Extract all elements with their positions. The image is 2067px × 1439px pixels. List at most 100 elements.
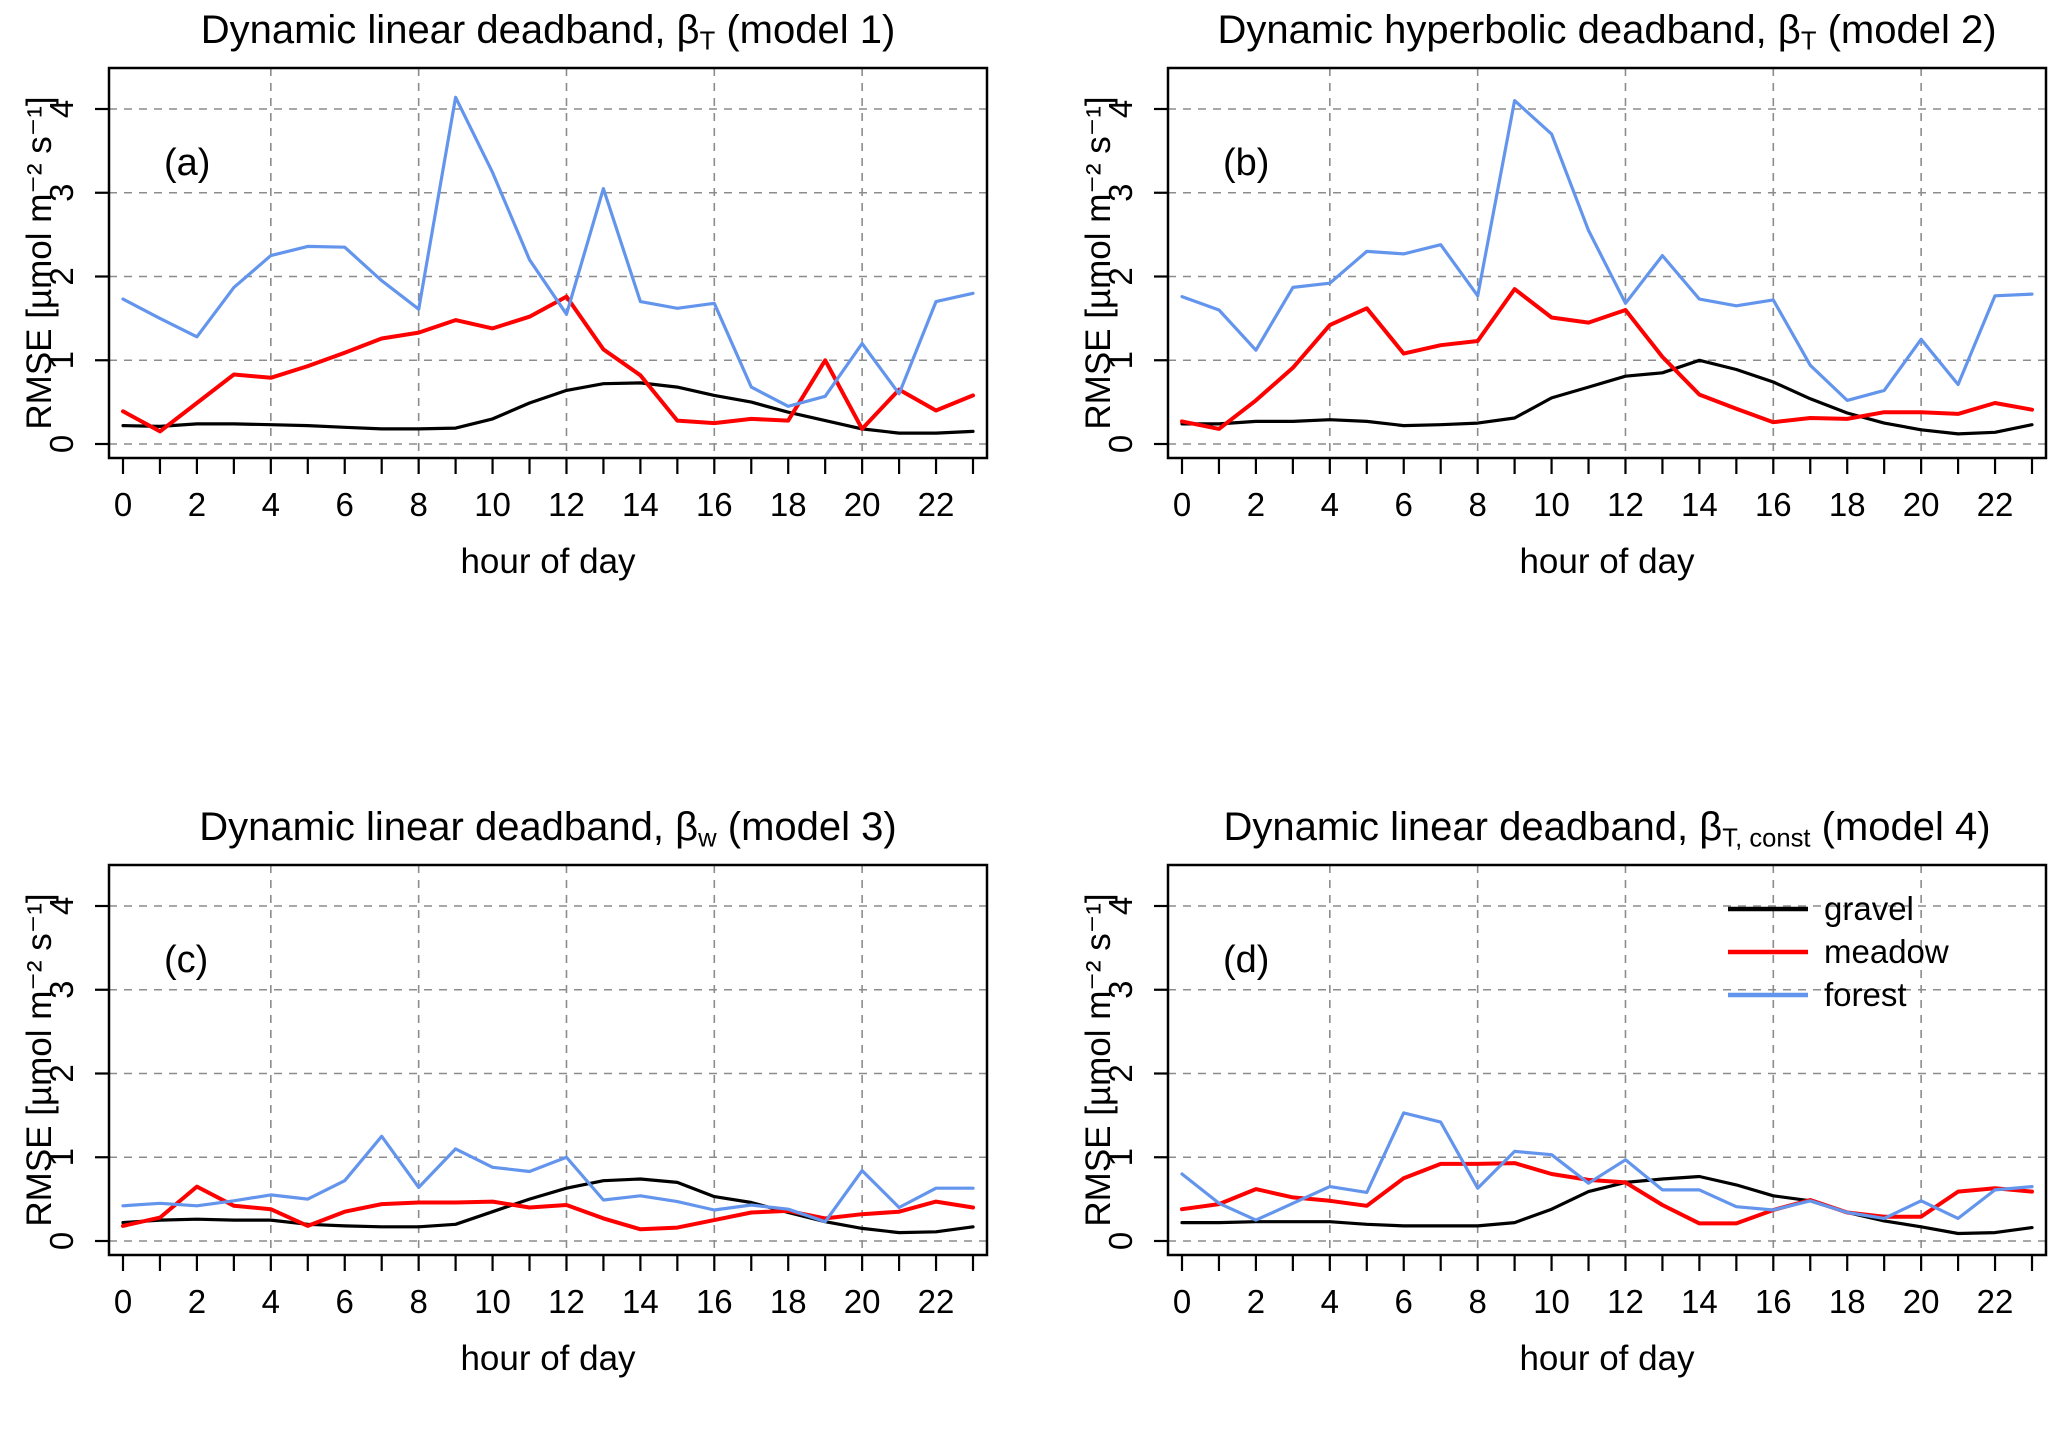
x-tick-label-8: 8 xyxy=(409,486,427,523)
x-tick-label-20: 20 xyxy=(844,486,881,523)
legend-label-forest: forest xyxy=(1824,976,1907,1013)
x-tick-label-16: 16 xyxy=(696,486,733,523)
y-tick-label-1: 1 xyxy=(1102,1148,1139,1166)
x-tick-label-22: 22 xyxy=(918,1283,955,1320)
x-tick-label-14: 14 xyxy=(622,1283,659,1320)
x-tick-label-10: 10 xyxy=(474,1283,511,1320)
legend-entry-forest: forest xyxy=(1728,976,1907,1013)
y-tick-label-3: 3 xyxy=(43,184,80,202)
y-tick-label-4: 4 xyxy=(1102,897,1139,915)
panel-d: Dynamic linear deadband, βT, const (mode… xyxy=(1033,803,2066,1380)
x-tick-label-18: 18 xyxy=(770,486,807,523)
x-tick-label-2: 2 xyxy=(188,1283,206,1320)
y-tick-label-3: 3 xyxy=(1102,184,1139,202)
x-tick-label-0: 0 xyxy=(114,1283,132,1320)
x-tick-label-14: 14 xyxy=(622,486,659,523)
y-tick-label-2: 2 xyxy=(43,267,80,285)
series-b xyxy=(1180,98,2034,436)
x-tick-label-20: 20 xyxy=(1903,1283,1940,1320)
panel-d-title-prefix: Dynamic linear deadband, β xyxy=(1223,805,1723,849)
x-tick-label-16: 16 xyxy=(1755,486,1792,523)
x-tick-label-6: 6 xyxy=(1395,1283,1413,1320)
panel-b-title-prefix: Dynamic hyperbolic deadband, β xyxy=(1217,8,1801,52)
y-tick-label-2: 2 xyxy=(43,1064,80,1082)
x-axis-label-b: hour of day xyxy=(1519,542,1695,581)
series-line-forest xyxy=(1180,1111,2034,1222)
legend-label-meadow: meadow xyxy=(1824,933,1949,970)
panel-a-title: Dynamic linear deadband, βT (model 1) xyxy=(109,6,987,58)
x-tick-label-18: 18 xyxy=(770,1283,807,1320)
x-tick-label-10: 10 xyxy=(1533,486,1570,523)
panel-a-title-suffix: (model 1) xyxy=(715,8,896,52)
x-tick-label-4: 4 xyxy=(1321,486,1339,523)
x-tick-label-6: 6 xyxy=(1395,486,1413,523)
x-tick-label-12: 12 xyxy=(548,486,585,523)
x-tick-label-6: 6 xyxy=(336,486,354,523)
panel-d-title-sub: T, const xyxy=(1722,824,1811,853)
x-tick-label-2: 2 xyxy=(188,486,206,523)
series-line-forest xyxy=(121,1134,975,1224)
panel-c-title-prefix: Dynamic linear deadband, β xyxy=(199,805,699,849)
series-line-meadow xyxy=(121,1184,975,1232)
y-axis-label-a: RMSE [µmol m⁻² s⁻¹] xyxy=(20,96,59,429)
x-tick-label-22: 22 xyxy=(1977,1283,2014,1320)
panel-letter-b: (b) xyxy=(1223,142,1269,184)
gridlines-a xyxy=(109,68,987,458)
chart-grid: Dynamic linear deadband, βT (model 1) 0 2… xyxy=(0,6,2066,1380)
x-tick-label-8: 8 xyxy=(1468,1283,1486,1320)
x-tick-label-12: 12 xyxy=(1607,486,1644,523)
series-line-meadow xyxy=(121,294,975,434)
series-line-meadow xyxy=(1180,287,2034,431)
x-tick-label-16: 16 xyxy=(1755,1283,1792,1320)
x-tick-label-4: 4 xyxy=(262,1283,280,1320)
series-line-gravel xyxy=(121,1177,975,1235)
x-tick-label-8: 8 xyxy=(1468,486,1486,523)
plot-box-a xyxy=(107,66,989,460)
y-axis-label-d: RMSE [µmol m⁻² s⁻¹] xyxy=(1079,893,1118,1226)
series-line-gravel xyxy=(1180,1174,2034,1236)
panel-c-title: Dynamic linear deadband, βw (model 3) xyxy=(109,803,987,855)
y-axis-label-c: RMSE [µmol m⁻² s⁻¹] xyxy=(20,893,59,1226)
x-tick-label-22: 22 xyxy=(918,486,955,523)
series-line-forest xyxy=(1180,98,2034,402)
x-tick-label-18: 18 xyxy=(1829,486,1866,523)
y-tick-label-0: 0 xyxy=(1102,435,1139,453)
series-line-forest xyxy=(121,95,975,408)
x-tick-label-2: 2 xyxy=(1247,486,1265,523)
plot-box-c xyxy=(107,863,989,1257)
x-tick-label-0: 0 xyxy=(1173,1283,1191,1320)
legend: gravel meadow forest xyxy=(1728,890,1949,1013)
x-tick-label-14: 14 xyxy=(1681,486,1718,523)
x-tick-label-2: 2 xyxy=(1247,1283,1265,1320)
y-tick-label-0: 0 xyxy=(43,1232,80,1250)
x-tick-label-8: 8 xyxy=(409,1283,427,1320)
series-a xyxy=(121,95,975,435)
x-tick-label-18: 18 xyxy=(1829,1283,1866,1320)
x-tick-label-4: 4 xyxy=(262,486,280,523)
y-tick-label-4: 4 xyxy=(1102,100,1139,118)
y-tick-label-3: 3 xyxy=(43,981,80,999)
ticks-b xyxy=(1154,107,2034,474)
panel-b: Dynamic hyperbolic deadband, βT (model 2… xyxy=(1033,6,2066,583)
x-tick-label-0: 0 xyxy=(1173,486,1191,523)
y-tick-label-1: 1 xyxy=(43,351,80,369)
y-tick-label-0: 0 xyxy=(43,435,80,453)
x-tick-label-14: 14 xyxy=(1681,1283,1718,1320)
gridlines-b xyxy=(1168,68,2046,458)
y-axis-label-b: RMSE [µmol m⁻² s⁻¹] xyxy=(1079,96,1118,429)
panel-a-title-prefix: Dynamic linear deadband, β xyxy=(200,8,700,52)
legend-label-gravel: gravel xyxy=(1824,890,1914,927)
panel-c-title-suffix: (model 3) xyxy=(716,805,897,849)
panel-b-title-suffix: (model 2) xyxy=(1816,8,1997,52)
panel-d-title-suffix: (model 4) xyxy=(1810,805,1991,849)
ticks-c xyxy=(95,904,975,1271)
y-tick-label-2: 2 xyxy=(1102,267,1139,285)
page-root: Dynamic linear deadband, βT (model 1) 0 2… xyxy=(0,6,2066,1380)
